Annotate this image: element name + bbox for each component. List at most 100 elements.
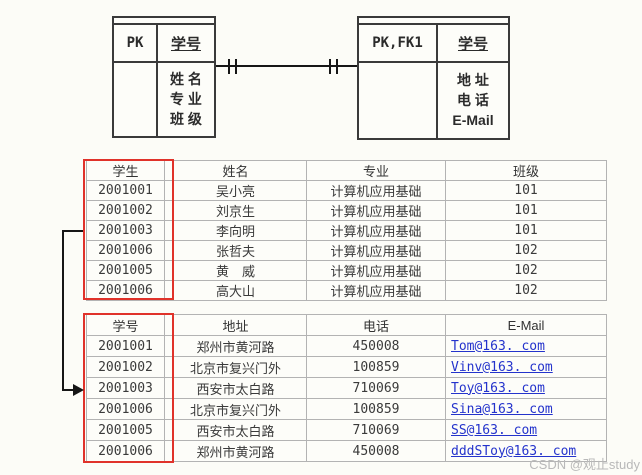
contacts-table: 学号 地址 电话 E-Mail 2001001 郑州市黄河路 450008 To… (86, 314, 607, 462)
email-link[interactable]: Vinv@163. com (451, 359, 553, 375)
contact-phone-cell: 450008 (306, 440, 446, 462)
student-major-cell: 计算机应用基础 (306, 180, 446, 201)
contact-address-cell: 郑州市黄河路 (164, 440, 307, 462)
contact-id-cell: 2001006 (86, 440, 165, 462)
contact-phone-cell: 100859 (306, 356, 446, 378)
student-name-cell: 李向明 (164, 220, 307, 241)
table-row: 2001005 西安市太白路 710069 SS@163. com (86, 419, 607, 441)
student-id-cell: 2001006 (86, 240, 165, 261)
student-major-cell: 计算机应用基础 (306, 200, 446, 221)
contact-phone-cell: 710069 (306, 419, 446, 441)
contact-id-cell: 2001005 (86, 419, 165, 441)
contact-phone-cell: 450008 (306, 335, 446, 357)
contact-id-cell: 2001001 (86, 335, 165, 357)
email-link[interactable]: SS@163. com (451, 422, 538, 438)
student-attr-major: 专 业 (170, 91, 202, 107)
contacts-header-id: 学号 (86, 314, 165, 336)
contact-id-cell: 2001002 (86, 356, 165, 378)
relationship-line (216, 65, 357, 67)
cardinality-tick (329, 59, 331, 74)
table-row: 2001006 高大山 计算机应用基础 102 (86, 280, 607, 301)
contact-entity-key-row: PK,FK1 学号 (359, 25, 508, 63)
contact-address-cell: 北京市复兴门外 (164, 356, 307, 378)
table-row: 2001003 西安市太白路 710069 Toy@163. com (86, 377, 607, 399)
email-link[interactable]: Tom@163. com (451, 338, 545, 354)
table-row: 2001005 黄 威 计算机应用基础 102 (86, 260, 607, 281)
contacts-header-phone: 电话 (306, 314, 446, 336)
email-link[interactable]: Sina@163. com (451, 401, 553, 417)
contact-id-cell: 2001006 (86, 398, 165, 420)
student-attr-name: 姓 名 (170, 71, 202, 87)
student-major-cell: 计算机应用基础 (306, 220, 446, 241)
contacts-header-address: 地址 (164, 314, 307, 336)
student-name-cell: 张哲夫 (164, 240, 307, 261)
contact-address-cell: 郑州市黄河路 (164, 335, 307, 357)
student-attr-class: 班 级 (170, 111, 202, 127)
student-name-cell: 黄 威 (164, 260, 307, 281)
students-header-id: 学生 (86, 160, 165, 181)
student-name-cell: 吴小亮 (164, 180, 307, 201)
contact-attr-address: 地 址 (457, 72, 489, 88)
student-id-cell: 2001005 (86, 260, 165, 281)
student-id-cell: 2001003 (86, 220, 165, 241)
student-name-cell: 高大山 (164, 280, 307, 301)
pk-fk1-label: PK,FK1 (359, 25, 438, 61)
student-entity-box: PK 学号 姓 名 专 业 班 级 (112, 16, 216, 138)
student-class-cell: 101 (445, 220, 607, 241)
student-class-cell: 102 (445, 260, 607, 281)
empty-key-cell (359, 63, 438, 138)
contact-attr-phone: 电 话 (457, 92, 489, 108)
fk-connector-entry-line (62, 389, 75, 391)
contacts-header-email: E-Mail (445, 314, 607, 336)
cardinality-tick (228, 59, 230, 74)
table-row: 2001002 北京市复兴门外 100859 Vinv@163. com (86, 356, 607, 378)
fk-connector-exit-line (62, 230, 83, 232)
student-major-cell: 计算机应用基础 (306, 280, 446, 301)
table-row: 2001001 吴小亮 计算机应用基础 101 (86, 180, 607, 201)
contact-id-cell: 2001003 (86, 377, 165, 399)
contact-phone-cell: 710069 (306, 377, 446, 399)
student-class-cell: 101 (445, 180, 607, 201)
email-link[interactable]: Toy@163. com (451, 380, 545, 396)
student-entity-key-row: PK 学号 (114, 25, 214, 63)
table-row: 2001006 北京市复兴门外 100859 Sina@163. com (86, 398, 607, 420)
students-header-class: 班级 (445, 160, 607, 181)
fk-connector-vertical-line (62, 230, 64, 390)
student-class-cell: 102 (445, 240, 607, 261)
contact-address-cell: 西安市太白路 (164, 377, 307, 399)
students-header-row: 学生 姓名 专业 班级 (86, 160, 607, 181)
student-id-cell: 2001001 (86, 180, 165, 201)
empty-key-cell (114, 63, 158, 136)
contact-entity-box: PK,FK1 学号 地 址 电 话 E-Mail (357, 16, 510, 140)
email-link[interactable]: dddSToy@163. com (451, 443, 577, 459)
contact-address-cell: 北京市复兴门外 (164, 398, 307, 420)
table-row: 2001006 郑州市黄河路 450008 dddSToy@163. com (86, 440, 607, 462)
student-class-cell: 102 (445, 280, 607, 301)
entity-title-sliver (359, 18, 508, 25)
students-header-major: 专业 (306, 160, 446, 181)
student-major-cell: 计算机应用基础 (306, 240, 446, 261)
table-row: 2001002 刘京生 计算机应用基础 101 (86, 200, 607, 221)
student-id-cell: 2001002 (86, 200, 165, 221)
fk-connector-arrowhead-icon (73, 384, 84, 396)
contacts-header-row: 学号 地址 电话 E-Mail (86, 314, 607, 336)
student-key-field: 学号 (170, 35, 201, 53)
table-row: 2001006 张哲夫 计算机应用基础 102 (86, 240, 607, 261)
contact-phone-cell: 100859 (306, 398, 446, 420)
student-id-cell: 2001006 (86, 280, 165, 301)
student-entity-body: 姓 名 专 业 班 级 (114, 63, 214, 136)
pk-label: PK (114, 25, 158, 61)
contact-address-cell: 西安市太白路 (164, 419, 307, 441)
entity-title-sliver (114, 18, 214, 25)
students-table: 学生 姓名 专业 班级 2001001 吴小亮 计算机应用基础 101 2001… (86, 160, 607, 301)
student-major-cell: 计算机应用基础 (306, 260, 446, 281)
contact-entity-body: 地 址 电 话 E-Mail (359, 63, 508, 138)
student-class-cell: 101 (445, 200, 607, 221)
students-header-name: 姓名 (164, 160, 307, 181)
table-row: 2001001 郑州市黄河路 450008 Tom@163. com (86, 335, 607, 357)
cardinality-tick (336, 59, 338, 74)
student-name-cell: 刘京生 (164, 200, 307, 221)
watermark-text: CSDN @观止study (529, 457, 640, 472)
table-row: 2001003 李向明 计算机应用基础 101 (86, 220, 607, 241)
